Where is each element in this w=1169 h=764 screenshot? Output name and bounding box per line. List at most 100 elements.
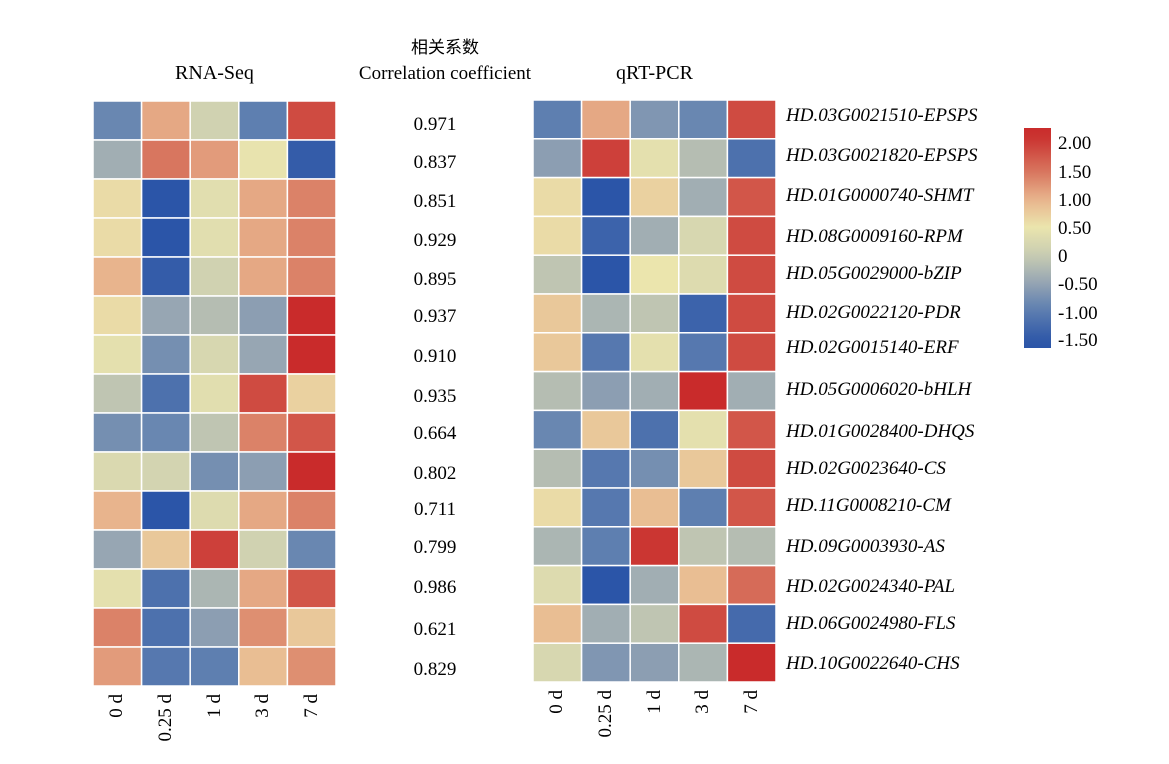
rnaseq-cell: [189, 178, 240, 219]
qrtpcr-cell: [726, 332, 777, 373]
rnaseq-cell: [140, 646, 191, 687]
gene-label: HD.10G0022640-CHS: [786, 653, 960, 674]
rnaseq-xtick: 0.25 d: [154, 694, 176, 742]
correlation-value: 0.829: [413, 659, 457, 680]
gene-label: HD.05G0029000-bZIP: [786, 263, 962, 284]
correlation-value: 0.711: [413, 499, 457, 520]
correlation-title-cn: 相关系数: [411, 38, 479, 58]
rnaseq-cell: [286, 568, 337, 609]
legend-colorbar: [1024, 128, 1051, 348]
rnaseq-cell: [140, 529, 191, 570]
correlation-value: 0.802: [413, 463, 457, 484]
rnaseq-cell: [189, 529, 240, 570]
rnaseq-cell: [92, 217, 143, 258]
rnaseq-cell: [92, 178, 143, 219]
gene-label: HD.02G0023640-CS: [786, 458, 946, 479]
rnaseq-cell: [92, 529, 143, 570]
rnaseq-cell: [238, 295, 289, 336]
rnaseq-cell: [238, 607, 289, 648]
legend-tick-label: 2.00: [1058, 133, 1092, 154]
rnaseq-cell: [238, 490, 289, 531]
rnaseq-cell: [140, 100, 191, 141]
rnaseq-cell: [189, 334, 240, 375]
qrtpcr-cell: [629, 526, 680, 567]
qrtpcr-cell: [580, 370, 631, 412]
qrtpcr-cell: [532, 254, 583, 295]
qrtpcr-cell: [629, 254, 680, 295]
rnaseq-cell: [140, 412, 191, 453]
legend-tick-label: 1.50: [1058, 162, 1092, 183]
qrtpcr-cell: [678, 293, 729, 334]
rnaseq-cell: [238, 529, 289, 570]
qrtpcr-cell: [532, 99, 583, 140]
rnaseq-cell: [189, 139, 240, 180]
qrtpcr-cell: [580, 293, 631, 334]
rnaseq-cell: [238, 256, 289, 297]
correlation-value: 0.937: [413, 306, 457, 327]
correlation-value: 0.910: [413, 346, 457, 367]
qrtpcr-cell: [629, 642, 680, 683]
qrtpcr-cell: [726, 176, 777, 218]
qrtpcr-cell: [678, 99, 729, 140]
qrtpcr-title: qRT-PCR: [616, 62, 693, 84]
rnaseq-cell: [286, 607, 337, 648]
rnaseq-cell: [286, 256, 337, 297]
qrtpcr-cell: [629, 409, 680, 450]
rnaseq-cell: [140, 217, 191, 258]
correlation-title-en: Correlation coefficient: [358, 63, 532, 84]
gene-label: HD.02G0022120-PDR: [786, 302, 961, 323]
rnaseq-cell: [286, 334, 337, 375]
rnaseq-cell: [189, 295, 240, 336]
rnaseq-cell: [238, 139, 289, 180]
rnaseq-title: RNA-Seq: [175, 62, 254, 84]
qrtpcr-cell: [532, 293, 583, 334]
rnaseq-cell: [140, 373, 191, 414]
gene-label: HD.06G0024980-FLS: [786, 613, 956, 634]
legend-tick-label: 1.00: [1058, 190, 1092, 211]
rnaseq-cell: [189, 646, 240, 687]
rnaseq-cell: [238, 100, 289, 141]
qrtpcr-cell: [726, 99, 777, 140]
rnaseq-cell: [92, 646, 143, 687]
correlation-value: 0.851: [413, 191, 457, 212]
qrtpcr-cell: [580, 176, 631, 218]
qrtpcr-cell: [629, 138, 680, 179]
qrtpcr-cell: [678, 332, 729, 373]
rnaseq-cell: [238, 334, 289, 375]
legend-tick-label: -0.50: [1058, 274, 1098, 295]
qrtpcr-cell: [726, 370, 777, 412]
rnaseq-cell: [92, 490, 143, 531]
rnaseq-cell: [189, 100, 240, 141]
rnaseq-cell: [238, 178, 289, 219]
legend-tick-label: -1.00: [1058, 303, 1098, 324]
qrtpcr-cell: [629, 99, 680, 140]
rnaseq-cell: [238, 568, 289, 609]
qrtpcr-cell: [678, 254, 729, 295]
rnaseq-cell: [140, 568, 191, 609]
qrtpcr-cell: [726, 448, 777, 489]
legend-tick-label: -1.50: [1058, 330, 1098, 351]
rnaseq-cell: [286, 178, 337, 219]
rnaseq-cell: [286, 646, 337, 687]
qrtpcr-cell: [629, 176, 680, 218]
rnaseq-cell: [286, 295, 337, 336]
correlation-value: 0.837: [413, 152, 457, 173]
gene-label: HD.03G0021820-EPSPS: [786, 145, 978, 166]
correlation-value: 0.895: [413, 269, 457, 290]
rnaseq-cell: [140, 607, 191, 648]
qrtpcr-cell: [726, 564, 777, 606]
gene-label: HD.09G0003930-AS: [786, 536, 945, 557]
rnaseq-cell: [238, 373, 289, 414]
qrtpcr-cell: [532, 487, 583, 528]
qrtpcr-cell: [726, 293, 777, 334]
rnaseq-cell: [189, 217, 240, 258]
qrtpcr-xtick: 7 d: [740, 690, 762, 714]
rnaseq-cell: [286, 490, 337, 531]
qrtpcr-cell: [629, 448, 680, 489]
correlation-value: 0.971: [413, 114, 457, 135]
qrtpcr-cell: [580, 409, 631, 450]
qrtpcr-cell: [629, 332, 680, 373]
gene-label: HD.11G0008210-CM: [786, 495, 951, 516]
